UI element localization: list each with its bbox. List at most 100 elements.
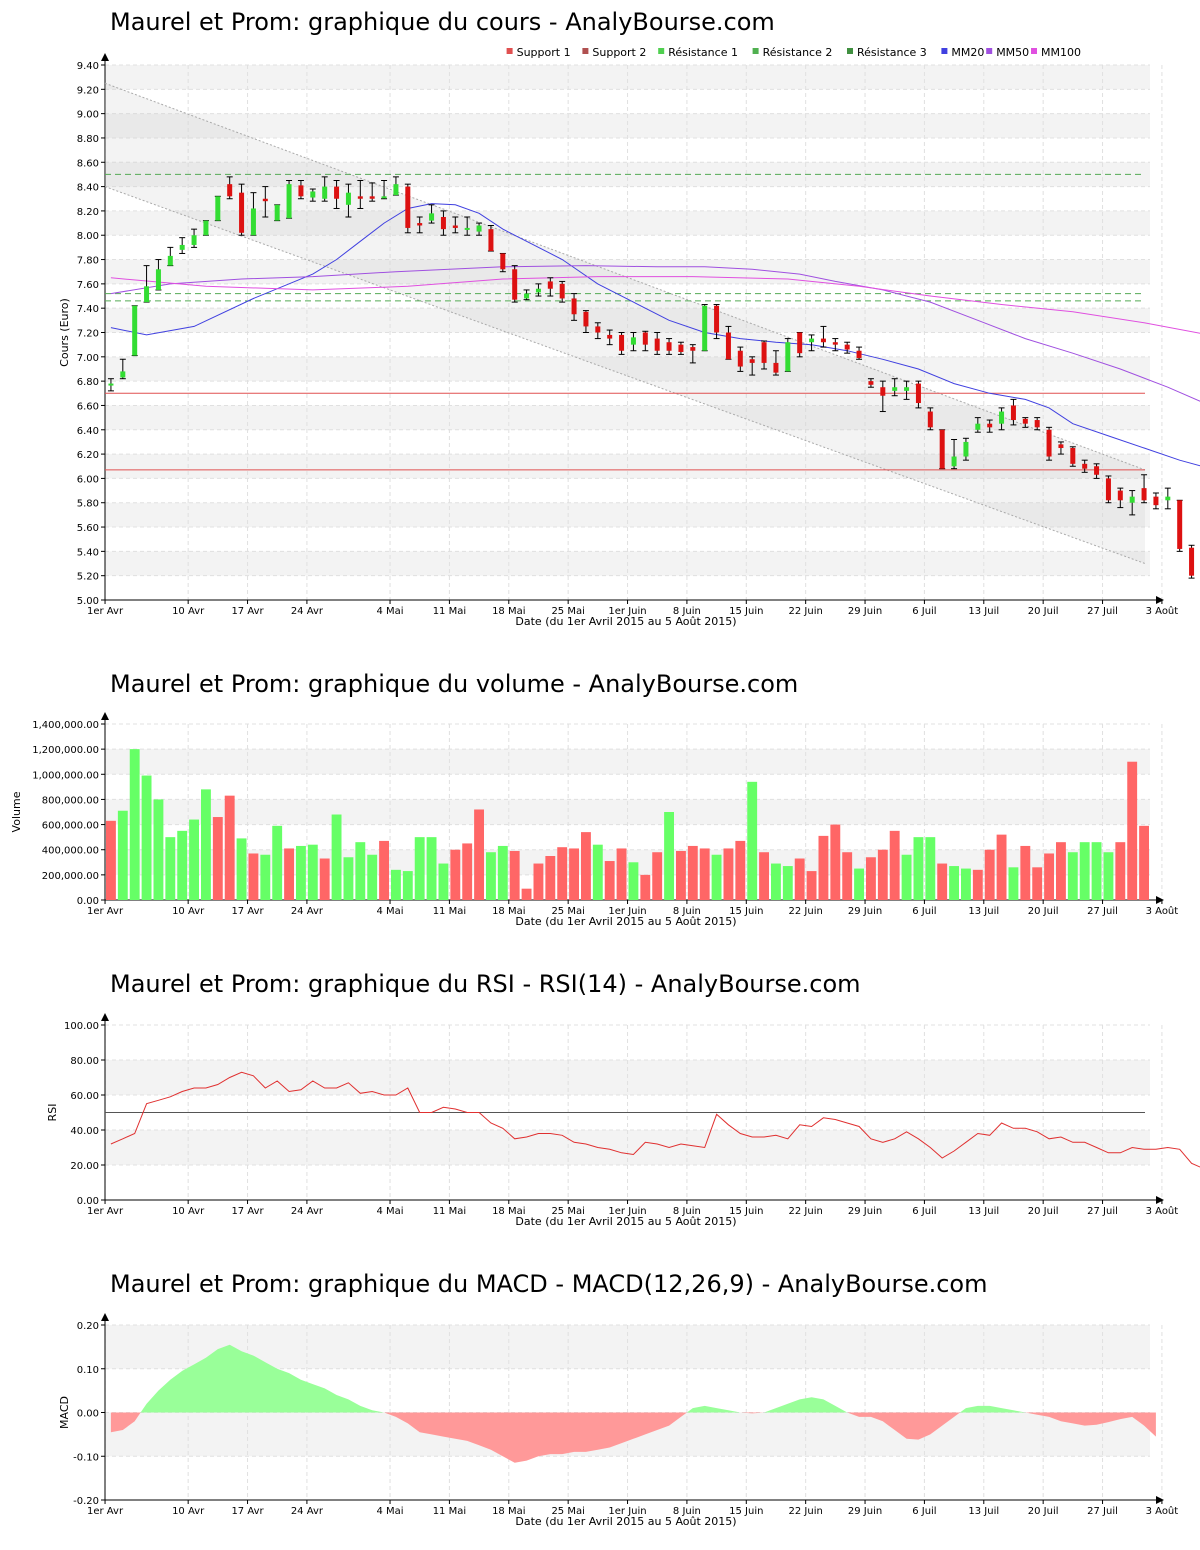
volume-bar [509, 850, 520, 900]
x-tick-label: 11 Mai [433, 1206, 466, 1217]
candle-body [892, 387, 898, 391]
candle-body [1046, 429, 1052, 457]
candle-body [987, 423, 993, 428]
candle-body [322, 186, 328, 199]
x-axis-title: Date (du 1er Avril 2015 au 5 Août 2015) [515, 915, 736, 928]
legend-swatch [582, 48, 589, 54]
candle-body [1070, 448, 1076, 464]
y-tick-label: 6.40 [77, 426, 99, 437]
candle-body [345, 192, 351, 205]
candle-body [524, 293, 530, 299]
x-tick-label: 20 Juil [1028, 1206, 1059, 1217]
volume-bar [628, 862, 639, 900]
legend-entry: Support 1 [517, 46, 571, 59]
candle-body [690, 347, 696, 351]
x-tick-label: 3 Août [1146, 605, 1179, 617]
volume-bar [640, 874, 651, 900]
x-tick-label: 15 Juin [729, 1506, 763, 1517]
y-axis-arrow [101, 1313, 109, 1321]
candle-body [595, 326, 601, 333]
x-tick-label: 29 Juin [848, 906, 882, 917]
series-rsi-line [110, 1071, 1200, 1168]
candle-body [868, 381, 874, 385]
volume-bar [782, 866, 793, 900]
x-tick-label: 1er Juin [608, 906, 646, 917]
x-tick-label: 15 Juin [729, 606, 763, 617]
macd-positive-area [140, 1344, 385, 1413]
volume-bar [402, 871, 413, 900]
x-tick-label: 1er Juin [608, 1506, 646, 1517]
candle-body [856, 350, 862, 359]
volume-bar [759, 852, 769, 900]
volume-bar [818, 835, 829, 900]
series-mm100-line [110, 276, 1200, 334]
candle-body [1177, 500, 1183, 549]
candle-body [547, 281, 553, 289]
x-axis-title: Date (du 1er Avril 2015 au 5 Août 2015) [515, 1515, 736, 1528]
candle-body [464, 227, 470, 230]
x-tick-label: 13 Juil [968, 1206, 999, 1217]
x-tick-label: 10 Avr [172, 906, 205, 917]
candle-body [1189, 547, 1195, 576]
volume-bar [307, 844, 318, 900]
x-tick-label: 4 Mai [376, 1506, 403, 1517]
y-tick-label: 5.40 [77, 547, 99, 558]
volume-bar [1056, 842, 1066, 900]
volume-bar [581, 832, 591, 900]
price-chart-title: Maurel et Prom: graphique du cours - Ana… [110, 8, 775, 36]
volume-bar [557, 847, 568, 900]
candle-body [820, 338, 826, 343]
volume-bar [414, 837, 425, 900]
y-axis-arrow [101, 53, 109, 61]
candle-body [500, 253, 506, 270]
y-axis-title: Cours (Euro) [58, 298, 71, 367]
y-tick-label: 1,000,000.00 [32, 770, 99, 781]
y-axis-title: MACD [58, 1396, 71, 1429]
x-axis-title: Date (du 1er Avril 2015 au 5 Août 2015) [515, 1215, 736, 1228]
x-tick-label: 22 Juin [789, 1206, 823, 1217]
candle-body [1058, 444, 1064, 449]
y-tick-label: 80.00 [70, 1056, 99, 1067]
x-tick-label: 24 Avr [291, 1506, 324, 1517]
rsi-chart-title: Maurel et Prom: graphique du RSI - RSI(1… [110, 970, 861, 998]
candle-body [737, 350, 743, 367]
x-tick-label: 17 Avr [231, 1506, 264, 1517]
candle-body [1022, 418, 1028, 424]
x-tick-label: 25 Mai [551, 906, 584, 917]
y-tick-label: 1,200,000.00 [32, 745, 99, 756]
channel-lower-line [104, 186, 1146, 564]
volume-bar [153, 799, 164, 900]
candle-body [334, 186, 340, 199]
y-tick-label: 7.60 [77, 280, 99, 291]
x-axis-title: Date (du 1er Avril 2015 au 5 Août 2015) [515, 615, 736, 628]
x-tick-label: 24 Avr [291, 906, 324, 917]
x-tick-label: 17 Avr [231, 1206, 264, 1217]
x-tick-label: 25 Mai [551, 1206, 584, 1217]
macd-positive-area [960, 1405, 1026, 1413]
y-tick-label: 1,400,000.00 [32, 720, 99, 731]
x-tick-label: 29 Juin [848, 1506, 882, 1517]
candle-body [488, 229, 494, 252]
candle-body [357, 196, 363, 199]
candle-body [963, 441, 969, 457]
y-tick-label: 7.40 [77, 304, 99, 315]
candle-body [369, 196, 375, 199]
x-tick-label: 1er Avr [87, 906, 124, 917]
volume-bar [699, 848, 710, 900]
volume-bar [1127, 761, 1138, 900]
volume-bar [450, 849, 461, 900]
x-tick-label: 27 Juil [1087, 1206, 1118, 1217]
volume-bar [284, 848, 294, 900]
macd-negative-area [384, 1412, 687, 1463]
candle-body [773, 362, 779, 373]
candle-body [108, 383, 114, 386]
volume-bar [735, 840, 746, 900]
volume-bar [949, 866, 959, 900]
volume-bar [652, 852, 663, 900]
volume-bar [925, 837, 936, 900]
volume-bar [592, 844, 603, 900]
candle-body [702, 305, 708, 351]
volume-bar [379, 840, 389, 900]
candle-body [203, 220, 209, 236]
y-tick-label: 8.60 [77, 158, 99, 169]
